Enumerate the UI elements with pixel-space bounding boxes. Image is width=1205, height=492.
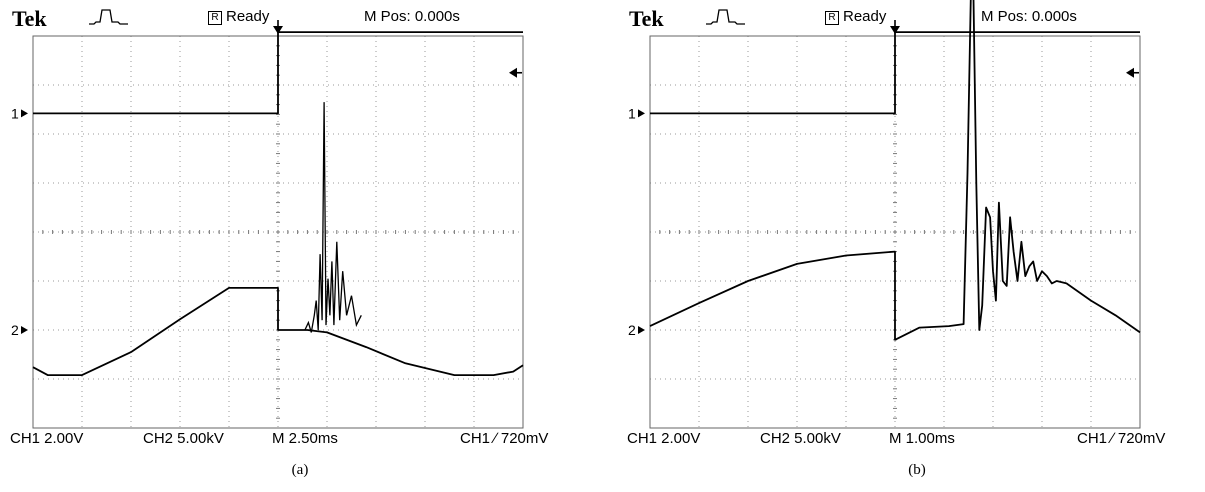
ch1-scale-readout: CH1 2.00V [627,430,701,447]
scope-display-b: 12 [628,0,1141,429]
brand-label: Tek [12,6,47,31]
brand-label: Tek [629,6,664,31]
ch1-ground-marker-label: 1 [11,105,19,121]
trigger-readout: CH1 ∕ 720mV [460,430,549,447]
ch2-scale-readout: CH2 5.00kV [760,430,841,447]
ch2-ground-marker-label: 2 [11,322,19,338]
main-position-readout: M Pos: 0.000s [364,8,460,25]
ch1-ground-marker-arrow-icon [21,109,28,118]
pulse-acquire-icon [89,9,128,25]
timebase-readout: M 2.50ms [272,430,338,447]
status-text: Ready [843,8,887,25]
pulse-acquire-icon [706,9,745,25]
timebase-readout: M 1.00ms [889,430,955,447]
status-text: Ready [226,8,270,25]
trigger-level-icon [1126,67,1134,78]
ch2-ground-marker-arrow-icon [21,326,28,334]
figure-caption: (b) [908,462,926,478]
ch2-ground-marker-arrow-icon [638,326,645,334]
ch2-trace [649,0,1141,341]
ch1-ground-marker-label: 1 [628,105,636,121]
ch1-trace [33,31,523,115]
ch1-ground-marker-arrow-icon [638,109,645,118]
ch1-scale-readout: CH1 2.00V [10,430,84,447]
trigger-position-icon [890,26,900,34]
acquisition-status: R Ready [825,8,886,25]
ch1-trace [650,31,1140,115]
scope-display-a: 12 [11,20,524,429]
ch2-trace [32,287,524,376]
run-status-icon: R [825,11,839,25]
main-position-readout: M Pos: 0.000s [981,8,1077,25]
ch2-scale-readout: CH2 5.00kV [143,430,224,447]
acquisition-status: R Ready [208,8,269,25]
run-status-icon: R [208,11,222,25]
trigger-readout: CH1 ∕ 720mV [1077,430,1166,447]
trigger-position-icon [273,26,283,34]
ch2-ground-marker-label: 2 [628,322,636,338]
ch2-burst-trace [304,102,362,333]
figure-caption: (a) [291,462,309,478]
trigger-level-icon [509,67,517,78]
